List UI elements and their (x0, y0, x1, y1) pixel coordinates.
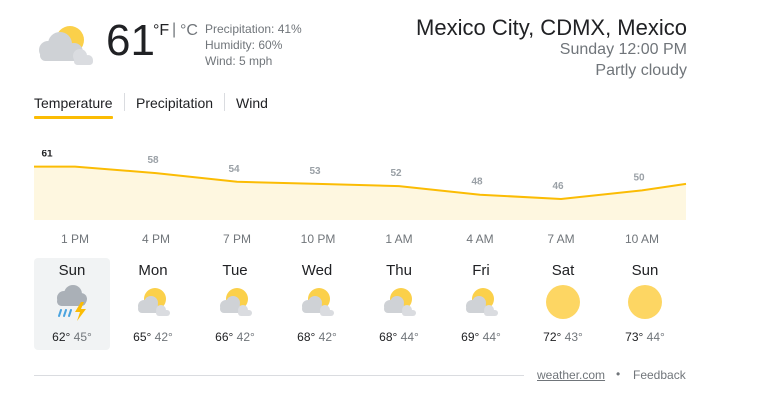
day-low: 42° (318, 330, 337, 344)
partly-cloudy-icon (34, 22, 94, 68)
day-forecast-tue[interactable]: Tue 66° 42° (197, 258, 273, 350)
partly-cloudy-icon (297, 283, 337, 323)
day-high: 66° (215, 330, 234, 344)
day-high: 68° (297, 330, 316, 344)
chart-x-tick: 1 PM (60, 232, 89, 246)
day-temps: 72° 43° (525, 330, 601, 344)
chart-area (34, 166, 686, 220)
day-forecast-sun-next[interactable]: Sun 73° 44° (607, 258, 683, 350)
chart-data-label: 50 (633, 172, 645, 183)
humidity-detail: Humidity: 60% (205, 38, 283, 52)
day-name: Fri (472, 262, 490, 279)
footer-divider (34, 375, 524, 376)
current-temperature: 61 (106, 16, 155, 65)
temperature-chart: 61 58 54 53 52 48 46 50 (34, 150, 687, 220)
sunny-icon (625, 283, 665, 323)
chart-data-label: 54 (228, 164, 240, 175)
thunderstorm-rain-icon (52, 283, 92, 323)
day-temps: 65° 42° (115, 330, 191, 344)
chart-x-tick: 7 PM (222, 232, 251, 246)
day-low: 45° (73, 330, 92, 344)
day-name: Sun (631, 262, 659, 279)
partly-cloudy-icon (133, 283, 173, 323)
tab-precipitation[interactable]: Precipitation (136, 95, 214, 111)
day-temps: 66° 42° (197, 330, 273, 344)
unit-separator: | (172, 21, 177, 38)
day-forecast-mon[interactable]: Mon 65° 42° (115, 258, 191, 350)
location-name: Mexico City, CDMX, Mexico (416, 15, 687, 40)
partly-cloudy-icon (215, 283, 255, 323)
day-high: 68° (379, 330, 398, 344)
location-time: Sunday 12:00 PM (559, 41, 687, 58)
chart-data-label: 58 (147, 155, 159, 166)
day-forecast-wed[interactable]: Wed 68° 42° (279, 258, 355, 350)
tab-temperature[interactable]: Temperature (34, 95, 113, 111)
wind-detail: Wind: 5 mph (205, 54, 273, 68)
precipitation-detail: Precipitation: 41% (205, 22, 302, 36)
day-forecast-fri[interactable]: Fri 69° 44° (443, 258, 519, 350)
day-temps: 73° 44° (607, 330, 683, 344)
day-forecast-sat[interactable]: Sat 72° 43° (525, 258, 601, 350)
day-high: 73° (625, 330, 644, 344)
chart-data-label: 61 (41, 150, 53, 160)
sunny-icon (543, 283, 583, 323)
day-low: 42° (236, 330, 255, 344)
day-temps: 68° 42° (279, 330, 355, 344)
unit-fahrenheit[interactable]: °F (153, 22, 170, 39)
day-high: 62° (52, 330, 71, 344)
day-forecast-sun[interactable]: Sun 62° 45° (34, 258, 110, 350)
day-low: 42° (154, 330, 173, 344)
chart-x-tick: 10 AM (624, 232, 660, 246)
weather-source-link[interactable]: weather.com (537, 368, 606, 382)
day-name: Tue (222, 262, 248, 279)
day-high: 72° (543, 330, 562, 344)
day-forecast-thu[interactable]: Thu 68° 44° (361, 258, 437, 350)
tab-divider (224, 93, 225, 111)
chart-x-tick: 4 PM (141, 232, 170, 246)
chart-x-tick: 7 AM (547, 232, 575, 246)
day-low: 44° (482, 330, 501, 344)
unit-celsius[interactable]: °C (180, 22, 198, 39)
day-low: 44° (400, 330, 419, 344)
day-high: 69° (461, 330, 480, 344)
feedback-link[interactable]: Feedback (633, 368, 686, 382)
tab-wind[interactable]: Wind (236, 95, 268, 111)
day-high: 65° (133, 330, 152, 344)
day-name: Mon (138, 262, 168, 279)
day-temps: 68° 44° (361, 330, 437, 344)
chart-data-label: 53 (309, 166, 321, 177)
chart-data-label: 46 (552, 181, 564, 192)
day-name: Thu (386, 262, 412, 279)
chart-data-label: 52 (390, 168, 402, 179)
day-temps: 62° 45° (34, 330, 110, 344)
chart-x-tick: 1 AM (385, 232, 413, 246)
partly-cloudy-icon (379, 283, 419, 323)
location-condition: Partly cloudy (595, 62, 687, 79)
day-low: 43° (564, 330, 583, 344)
day-name: Wed (301, 262, 333, 279)
footer-separator: • (616, 367, 621, 381)
chart-x-tick: 10 PM (300, 232, 336, 246)
chart-line (34, 165, 687, 201)
partly-cloudy-icon (461, 283, 501, 323)
day-name: Sat (551, 262, 575, 279)
tab-divider (124, 93, 125, 111)
chart-x-tick: 4 AM (466, 232, 494, 246)
day-low: 44° (646, 330, 665, 344)
chart-data-label: 48 (471, 177, 483, 188)
day-temps: 69° 44° (443, 330, 519, 344)
day-name: Sun (58, 262, 86, 279)
tab-selected-indicator (34, 116, 113, 119)
